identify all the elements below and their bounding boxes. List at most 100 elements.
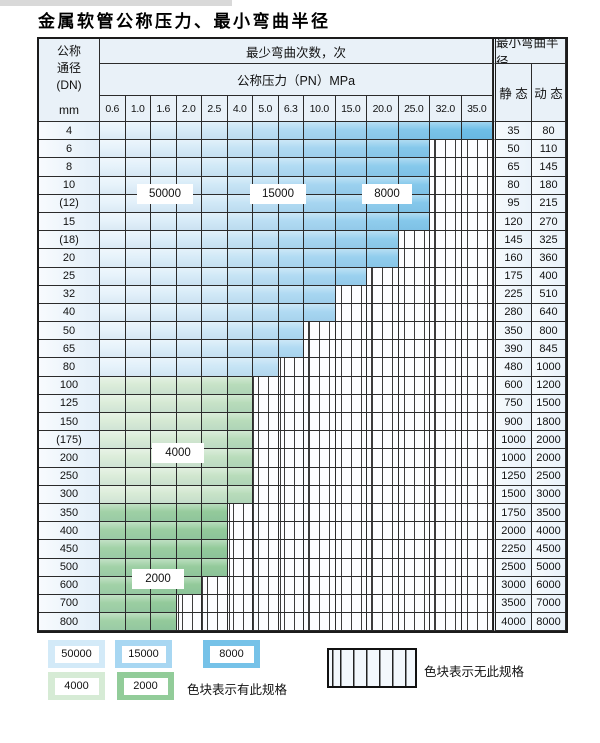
spec-available-cell xyxy=(278,249,304,268)
no-spec-cell xyxy=(253,449,279,468)
spec-available-cell xyxy=(335,212,367,232)
no-spec-cell xyxy=(461,376,493,395)
no-spec-cell xyxy=(335,394,367,413)
spec-available-cell xyxy=(227,176,253,195)
no-spec-cell xyxy=(398,503,430,523)
spec-available-cell xyxy=(227,449,253,468)
pressure-col-header: 2.0 xyxy=(176,96,202,122)
no-spec-cell xyxy=(227,522,253,541)
spec-available-cell xyxy=(367,140,399,159)
no-spec-cell xyxy=(430,322,462,341)
no-spec-cell xyxy=(335,340,367,359)
no-spec-cell xyxy=(398,267,430,286)
spec-available-cell xyxy=(227,413,253,432)
legend-no-spec-swatch xyxy=(327,648,417,688)
spec-available-cell xyxy=(304,249,336,268)
spec-available-cell xyxy=(100,340,126,359)
dn-value-cell: 25 xyxy=(39,267,100,286)
spec-available-cell xyxy=(367,249,399,268)
no-spec-cell xyxy=(278,503,304,523)
spec-available-cell xyxy=(125,122,151,141)
no-spec-cell xyxy=(430,176,462,195)
spec-available-cell xyxy=(151,376,177,395)
spec-available-cell xyxy=(151,285,177,304)
spec-available-cell xyxy=(176,503,202,523)
no-spec-cell xyxy=(335,376,367,395)
spec-available-cell xyxy=(100,285,126,304)
no-spec-cell xyxy=(278,576,304,595)
spec-available-cell xyxy=(335,194,367,213)
spec-available-cell xyxy=(151,413,177,432)
spec-available-cell xyxy=(125,503,151,523)
legend-no-spec-text: 色块表示无此规格 xyxy=(424,665,525,679)
spec-available-cell xyxy=(202,285,228,304)
static-radius-cell: 3500 xyxy=(493,594,532,614)
spec-available-cell xyxy=(278,122,304,141)
no-spec-cell xyxy=(367,540,399,559)
no-spec-cell xyxy=(461,613,493,632)
spec-available-cell xyxy=(100,558,126,577)
no-spec-cell xyxy=(367,322,399,341)
spec-available-cell xyxy=(100,176,126,195)
no-spec-cell xyxy=(335,303,367,323)
spec-available-cell xyxy=(335,158,367,177)
no-spec-cell xyxy=(335,431,367,450)
static-radius-cell: 80 xyxy=(493,176,532,195)
no-spec-cell xyxy=(335,503,367,523)
no-spec-cell xyxy=(461,522,493,541)
spec-available-cell xyxy=(202,176,228,195)
no-spec-cell xyxy=(367,467,399,486)
no-spec-cell xyxy=(398,376,430,395)
no-spec-cell xyxy=(461,212,493,232)
no-spec-cell xyxy=(398,394,430,413)
no-spec-cell xyxy=(398,540,430,559)
legend-swatch-label: 2000 xyxy=(123,677,168,695)
static-radius-cell: 35 xyxy=(493,122,532,141)
legend-swatch-15000: 15000 xyxy=(115,640,172,668)
no-spec-cell xyxy=(253,522,279,541)
no-spec-cell xyxy=(430,558,462,577)
spec-available-cell xyxy=(151,358,177,377)
dynamic-radius-cell: 325 xyxy=(532,231,566,250)
page-title: 金属软管公称压力、最小弯曲半径 xyxy=(38,12,331,32)
pressure-col-header: 4.0 xyxy=(227,96,253,122)
pressure-col-header: 25.0 xyxy=(398,96,430,122)
dynamic-radius-cell: 1800 xyxy=(532,413,566,432)
no-spec-cell xyxy=(304,594,336,614)
spec-available-cell xyxy=(304,303,336,323)
no-spec-cell xyxy=(335,558,367,577)
spec-available-cell xyxy=(176,358,202,377)
no-spec-cell xyxy=(398,467,430,486)
spec-available-cell xyxy=(304,212,336,232)
no-spec-cell xyxy=(227,558,253,577)
legend-swatch-4000: 4000 xyxy=(48,672,105,700)
spec-available-cell xyxy=(125,613,151,632)
spec-available-cell xyxy=(278,212,304,232)
no-spec-cell xyxy=(304,376,336,395)
static-radius-cell: 160 xyxy=(493,249,532,268)
no-spec-cell xyxy=(398,322,430,341)
cycles-header: 最少弯曲次数，次 xyxy=(100,39,493,64)
spec-available-cell xyxy=(151,503,177,523)
dn-header-line: 公称 xyxy=(56,44,81,58)
no-spec-cell xyxy=(278,449,304,468)
no-spec-cell xyxy=(253,376,279,395)
pressure-col-header: 5.0 xyxy=(253,96,279,122)
no-spec-cell xyxy=(304,394,336,413)
spec-available-cell xyxy=(125,340,151,359)
spec-available-cell xyxy=(227,485,253,504)
static-radius-cell: 280 xyxy=(493,303,532,323)
spec-available-cell xyxy=(151,267,177,286)
legend-swatch-label: 8000 xyxy=(209,645,254,663)
dn-value-cell: 250 xyxy=(39,467,100,486)
spec-available-cell xyxy=(304,267,336,286)
no-spec-cell xyxy=(253,431,279,450)
no-spec-cell xyxy=(367,303,399,323)
dynamic-radius-cell: 360 xyxy=(532,249,566,268)
no-spec-cell xyxy=(367,613,399,632)
spec-available-cell xyxy=(176,394,202,413)
no-spec-cell xyxy=(227,594,253,614)
dn-value-cell: 125 xyxy=(39,394,100,413)
no-spec-cell xyxy=(430,485,462,504)
